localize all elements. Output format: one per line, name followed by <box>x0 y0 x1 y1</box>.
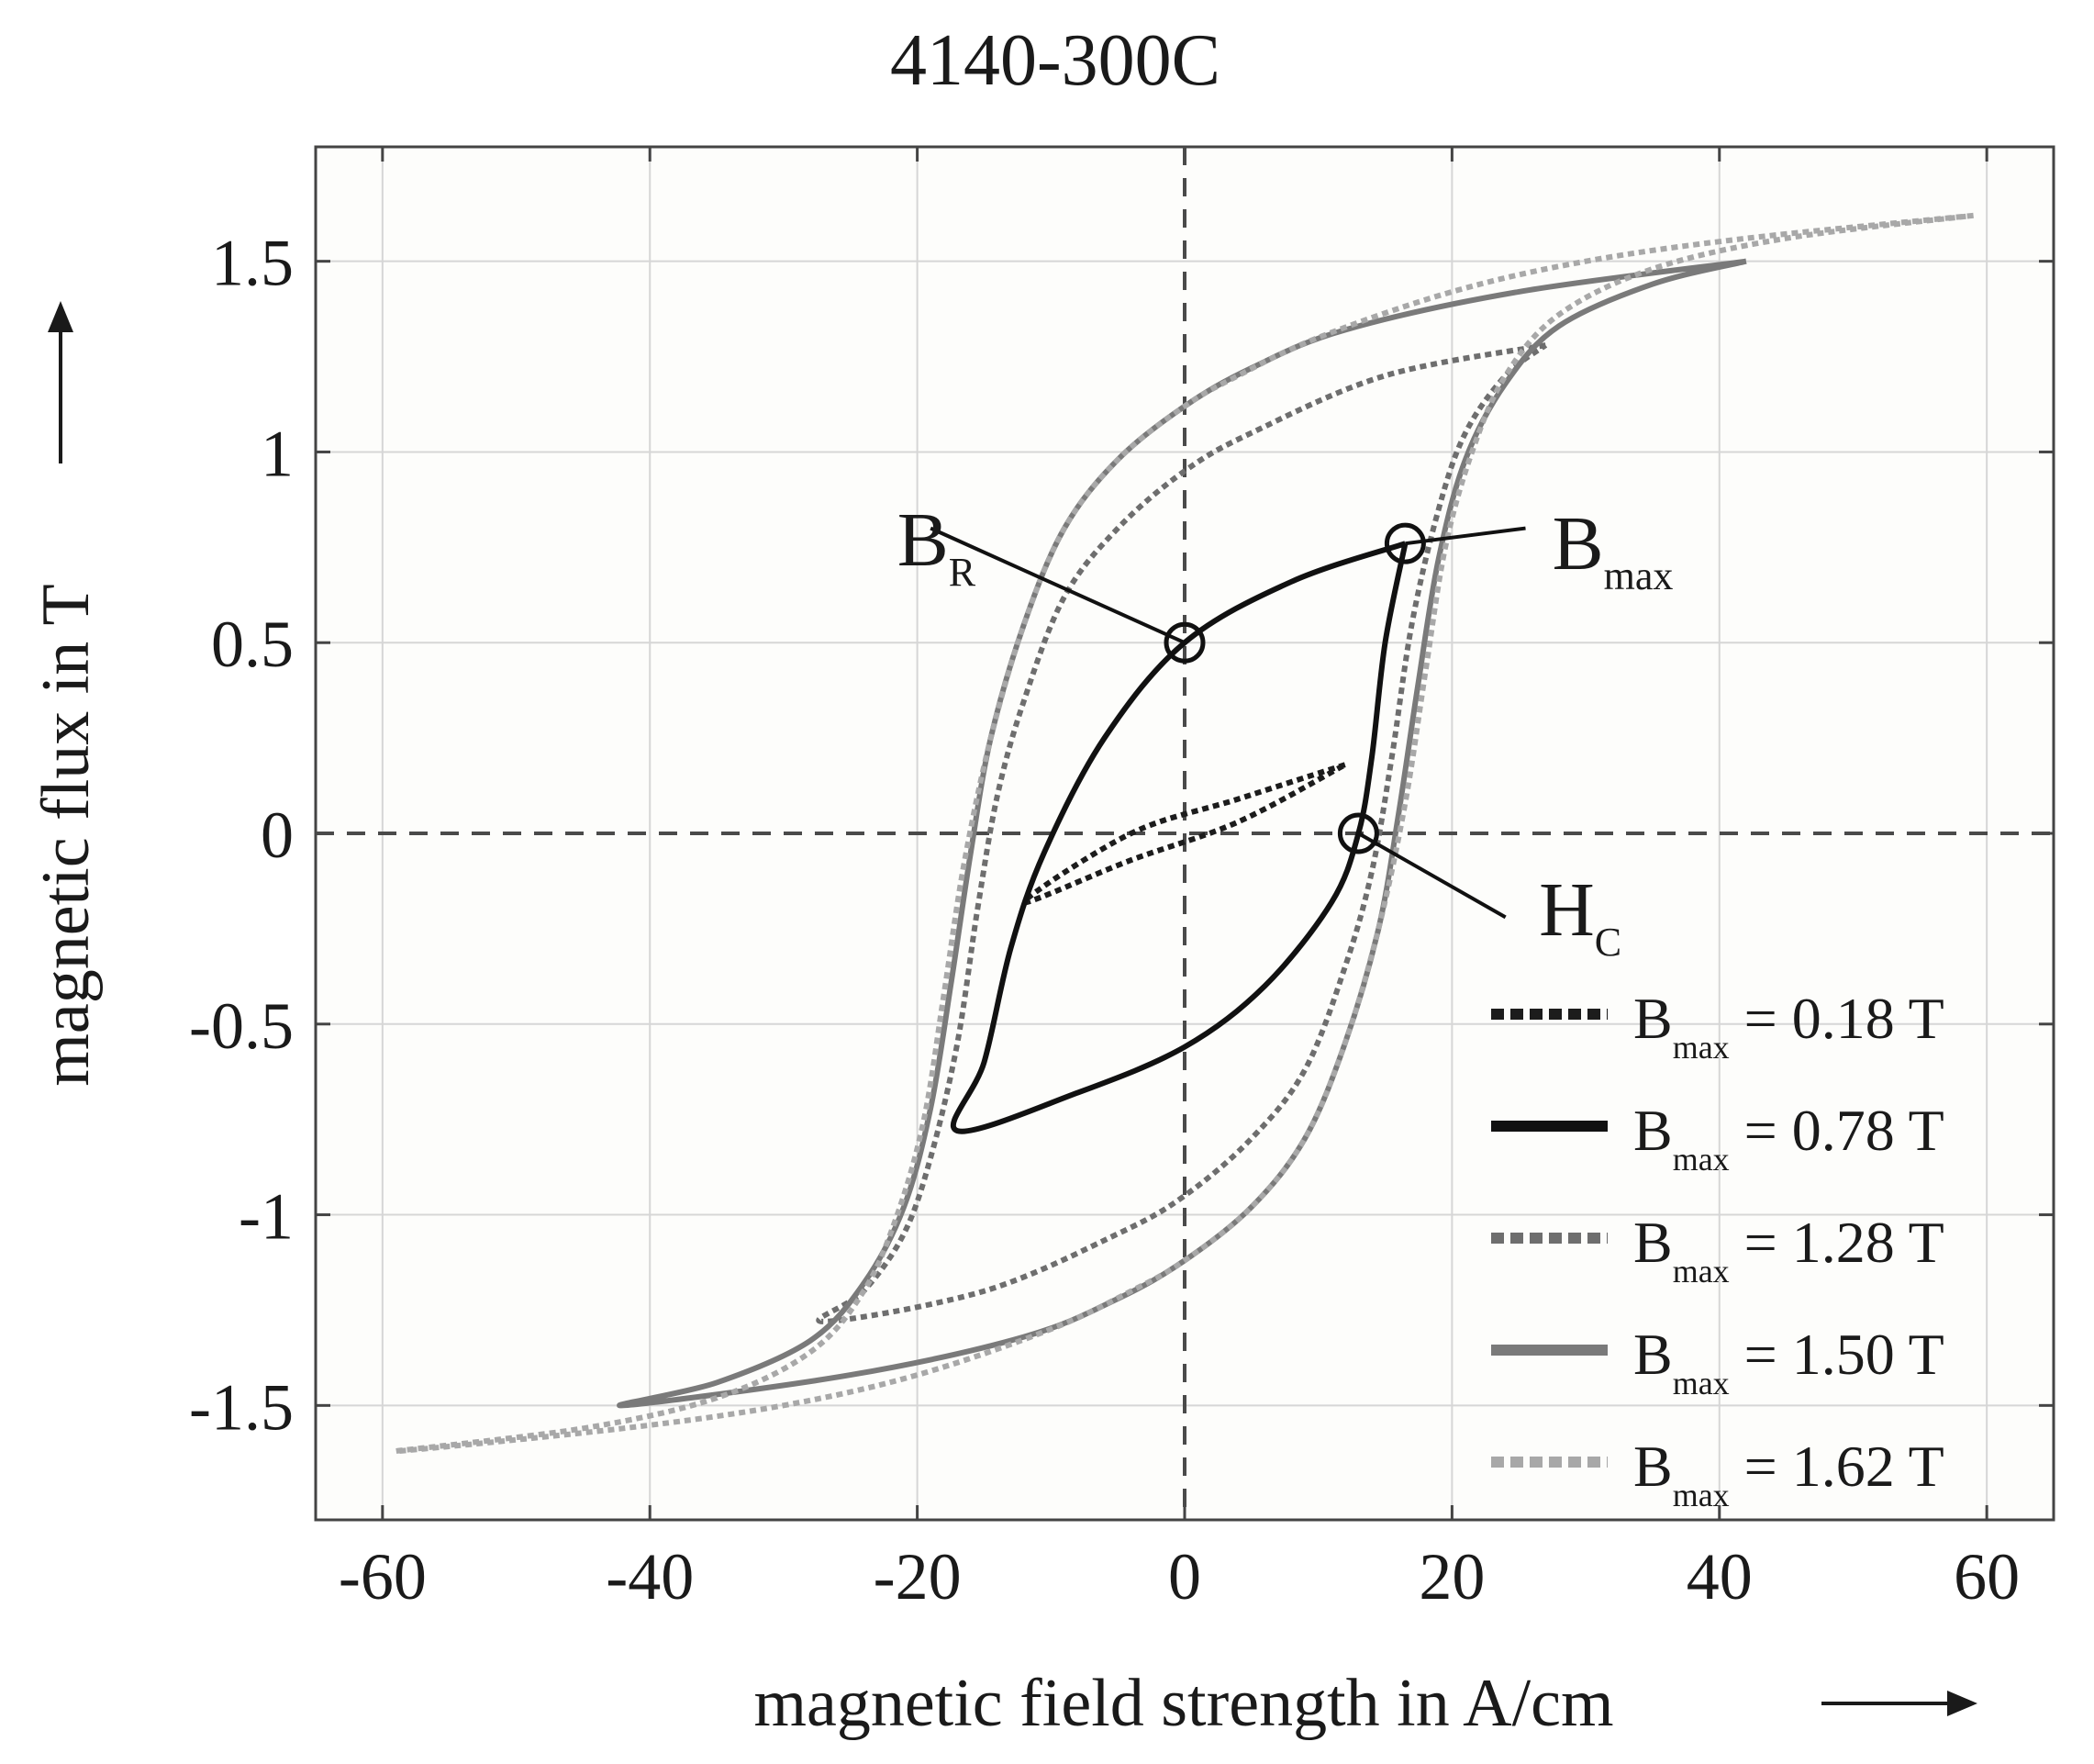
legend-label-rest: = 1.50 T <box>1730 1322 1944 1387</box>
annotation-label-main: B <box>897 497 949 583</box>
series-line-1 <box>950 541 1409 1134</box>
x-tick-label: 60 <box>1954 1540 2020 1613</box>
x-axis-arrow-icon <box>1821 1691 1977 1716</box>
y-tick-label: 1 <box>261 417 294 490</box>
annotation-marker-2 <box>1337 812 1379 854</box>
annotation-marker-1 <box>1384 522 1426 564</box>
x-tick-label: -20 <box>874 1540 962 1613</box>
legend-label-1: Bmax = 0.78 T <box>1633 1098 1944 1178</box>
legend-label-rest: = 1.28 T <box>1730 1210 1944 1275</box>
legend-label-main: B <box>1633 1210 1673 1275</box>
zero-axis-lines <box>316 147 2054 1520</box>
legend-label-sub: max <box>1673 1029 1730 1066</box>
annotation-label-0: BR <box>897 497 976 595</box>
legend-label-0: Bmax = 0.18 T <box>1633 986 1944 1066</box>
legend-label-main: B <box>1633 1434 1673 1499</box>
series-line-0 <box>1021 762 1347 906</box>
y-tick-label: -1 <box>239 1180 294 1254</box>
annotation-label-main: H <box>1539 867 1595 953</box>
y-axis-arrow-icon <box>48 301 73 463</box>
legend-label-sub: max <box>1673 1477 1730 1513</box>
y-tick-label: -0.5 <box>189 989 294 1063</box>
y-axis-label: magnetic flux in T <box>28 584 104 1086</box>
series-line-2 <box>816 342 1548 1324</box>
x-tick-label: -60 <box>339 1540 427 1613</box>
y-tick-label: 0.5 <box>211 608 294 681</box>
annotation-label-sub: C <box>1595 920 1621 965</box>
legend-label-main: B <box>1633 1322 1673 1387</box>
legend-label-main: B <box>1633 1098 1673 1163</box>
legend-label-sub: max <box>1673 1253 1730 1290</box>
annotation-label-2: HC <box>1539 867 1621 965</box>
legend-label-main: B <box>1633 986 1673 1051</box>
annotation-leader-0 <box>930 526 1186 645</box>
annotation-leader-2 <box>1357 832 1507 920</box>
x-tick-label: 0 <box>1168 1540 1201 1613</box>
legend-label-rest: = 1.62 T <box>1730 1434 1944 1499</box>
x-axis-label: magnetic field strength in A/cm <box>753 1666 1613 1741</box>
annotation-label-sub: max <box>1604 553 1674 598</box>
legend-label-2: Bmax = 1.28 T <box>1633 1210 1944 1290</box>
legend-label-sub: max <box>1673 1141 1730 1178</box>
y-tick-label: 0 <box>261 798 294 872</box>
annotation-label-1: Bmax <box>1553 501 1674 598</box>
tick-labels: -60 -40 -20 0 20 40 60 1.5 1 0.5 0 -0.5 -1 -1.5 <box>189 227 2020 1613</box>
annotation-marker-0 <box>1164 621 1206 664</box>
y-tick-label: -1.5 <box>189 1370 294 1444</box>
x-tick-label: -40 <box>606 1540 694 1613</box>
legend-label-rest: = 0.78 T <box>1730 1098 1944 1163</box>
legend-label-rest: = 0.18 T <box>1730 986 1944 1051</box>
series-line-4 <box>393 212 1974 1455</box>
legend-label-4: Bmax = 1.62 T <box>1633 1434 1944 1513</box>
annotation-label-main: B <box>1553 501 1604 586</box>
y-tick-label: 1.5 <box>211 227 294 300</box>
legend-label-3: Bmax = 1.50 T <box>1633 1322 1944 1401</box>
legend-label-sub: max <box>1673 1365 1730 1401</box>
series-layer <box>393 212 1974 1455</box>
x-tick-label: 20 <box>1419 1540 1485 1613</box>
chart-title: 4140-300C <box>890 20 1220 101</box>
x-tick-label: 40 <box>1687 1540 1753 1613</box>
annotation-label-sub: R <box>949 550 976 595</box>
